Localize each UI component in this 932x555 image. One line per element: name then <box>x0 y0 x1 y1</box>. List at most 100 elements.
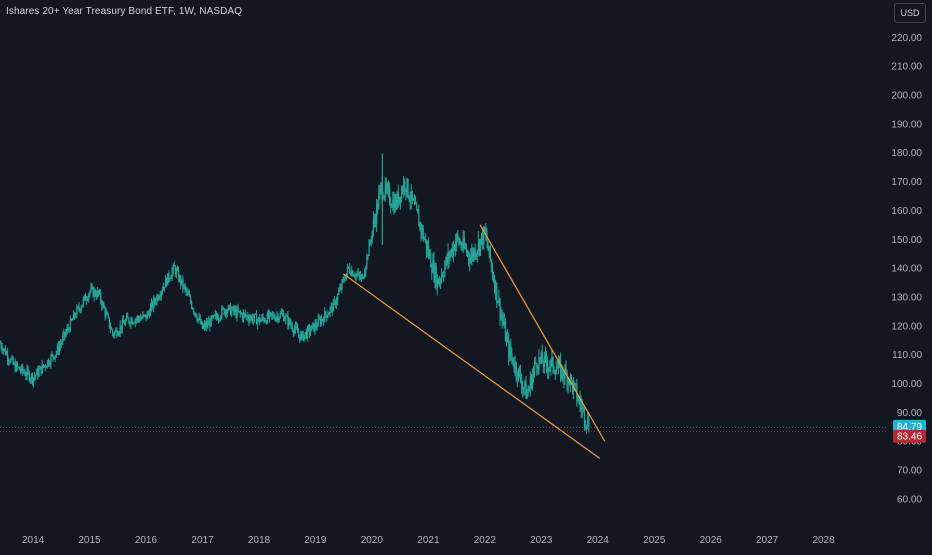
candle-body <box>260 319 262 323</box>
candle-body <box>507 336 509 340</box>
x-tick-label: 2022 <box>474 535 497 546</box>
candle-body <box>502 319 504 325</box>
candle-body <box>435 266 437 288</box>
y-tick-label: 150.00 <box>891 235 922 246</box>
candle-body <box>195 313 197 318</box>
candle-body <box>406 179 408 193</box>
candle-body <box>549 366 551 369</box>
candle-body <box>166 278 168 286</box>
candle-body <box>193 309 195 313</box>
candle-body <box>478 240 481 252</box>
candle-body <box>113 333 115 336</box>
candle-body <box>464 247 467 249</box>
candle-body <box>105 312 107 316</box>
candle-body <box>123 323 126 325</box>
candle-body <box>392 199 394 208</box>
candle-body <box>161 290 164 292</box>
candle-body <box>33 377 35 383</box>
candle-body <box>484 227 486 231</box>
candle-body <box>90 287 92 292</box>
candle-body <box>565 368 567 373</box>
candle-body <box>504 322 507 342</box>
candle-body <box>463 238 465 248</box>
candle-body <box>200 321 202 324</box>
candle-body <box>496 282 498 302</box>
candle-body <box>313 323 315 332</box>
candle-body <box>421 228 423 233</box>
candle-body <box>25 375 27 377</box>
candle-body <box>293 329 296 333</box>
candle-body <box>329 307 331 314</box>
candle-body <box>157 295 159 300</box>
candle-body <box>84 295 87 301</box>
candle-body <box>142 314 144 318</box>
candle-body <box>375 220 377 224</box>
candle-body <box>171 270 173 278</box>
candle-body <box>230 305 232 315</box>
candle-body <box>320 318 323 325</box>
candle-body <box>283 313 285 321</box>
candle-body <box>172 264 174 271</box>
candle-body <box>63 331 65 337</box>
candle-body <box>535 361 537 364</box>
currency-button[interactable]: USD <box>894 3 926 23</box>
candle-body <box>446 257 448 263</box>
trendline[interactable] <box>479 224 606 442</box>
candle-body <box>542 363 544 367</box>
candle-body <box>80 307 82 311</box>
candle-body <box>508 339 510 358</box>
candle-body <box>153 298 155 308</box>
candle-body <box>365 266 367 273</box>
candle-body <box>159 296 161 298</box>
candle-body <box>394 199 396 212</box>
candle-body <box>397 192 399 204</box>
x-tick-label: 2024 <box>587 535 610 546</box>
y-tick-label: 100.00 <box>891 379 922 390</box>
candle-body <box>96 290 99 297</box>
candle-body <box>242 313 245 319</box>
candle-body <box>584 423 587 426</box>
candle-body <box>247 315 249 319</box>
candle-body <box>287 315 289 326</box>
candle-body <box>586 425 588 427</box>
candle-body <box>146 312 148 320</box>
candle-body <box>307 327 310 329</box>
candle-body <box>234 309 236 312</box>
candle-body <box>367 255 369 257</box>
candle-body <box>83 295 86 299</box>
candle-body <box>102 303 104 307</box>
candle-body <box>93 290 95 297</box>
candle-body <box>511 354 513 358</box>
candle-body <box>404 181 406 189</box>
candle-body <box>222 307 224 309</box>
candle-body <box>526 394 528 399</box>
candle-body <box>17 367 20 369</box>
candle-body <box>144 314 146 316</box>
candle-body <box>304 332 306 335</box>
candle-body <box>110 329 113 331</box>
candle-body <box>205 323 207 328</box>
candle-body <box>554 372 556 375</box>
candle-body <box>264 321 266 323</box>
candle-body <box>250 316 252 319</box>
candle-body <box>306 327 309 338</box>
candle-body <box>377 203 379 209</box>
candle-body <box>561 366 563 378</box>
candle-body <box>24 372 26 376</box>
x-tick-label: 2027 <box>756 535 779 546</box>
candle-body <box>209 321 211 327</box>
candle-body <box>315 323 317 327</box>
candle-body <box>26 369 28 376</box>
candle-body <box>70 319 73 321</box>
candle-body <box>275 317 277 321</box>
candle-body <box>192 307 194 310</box>
candle-body <box>258 317 260 320</box>
candle-body <box>338 291 340 295</box>
candle-body <box>547 364 549 371</box>
candle-body <box>278 317 280 321</box>
candle-body <box>34 376 36 378</box>
candle-body <box>472 250 474 257</box>
trendline[interactable] <box>343 273 601 460</box>
